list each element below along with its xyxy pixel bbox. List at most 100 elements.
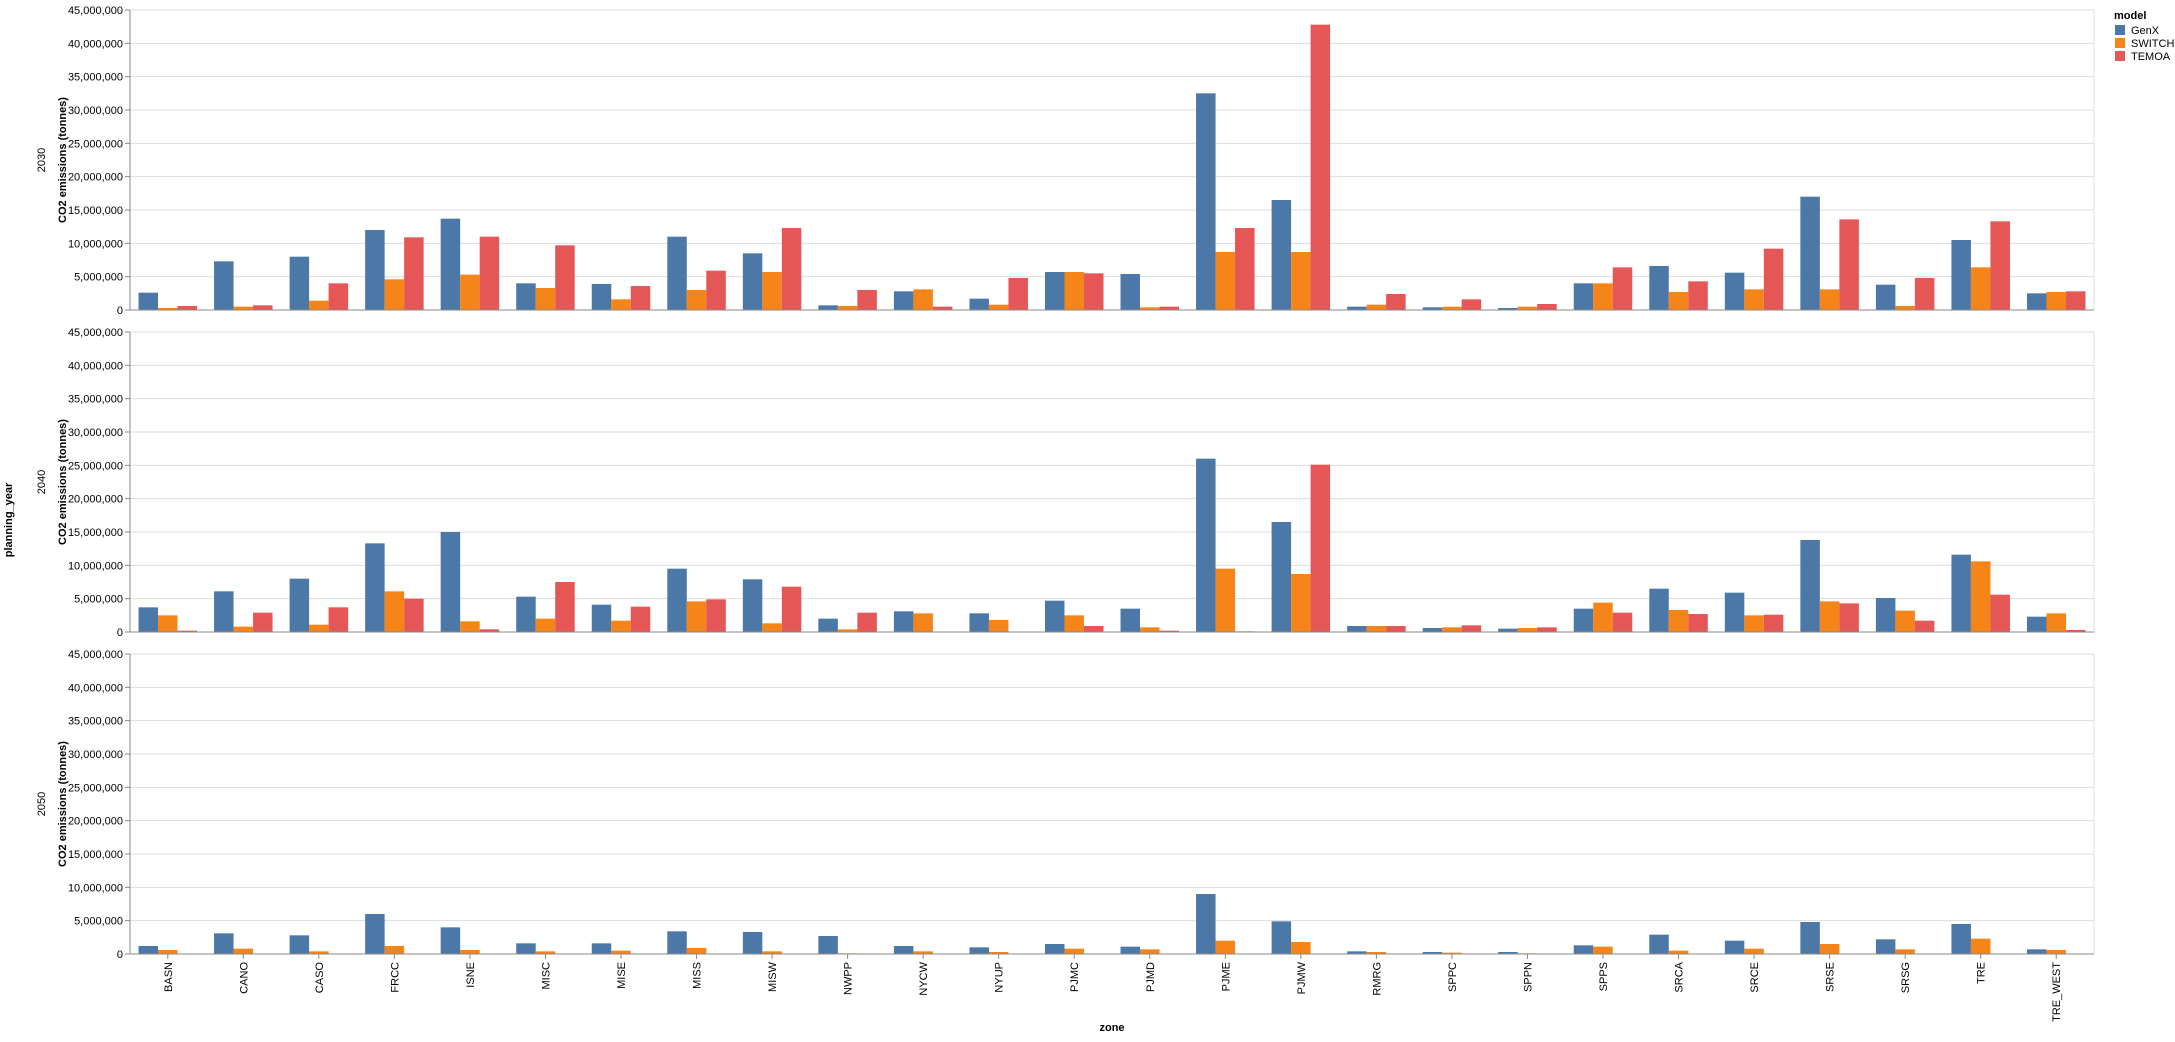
bar-switch-spps-2040 <box>1593 602 1613 632</box>
bar-switch-spps-2030 <box>1593 283 1613 310</box>
bar-switch-tre_west-2030 <box>2046 292 2066 310</box>
bar-switch-mise-2030 <box>611 299 631 310</box>
bar-temoa-miss-2040 <box>706 599 726 632</box>
bar-temoa-misw-2030 <box>781 228 802 310</box>
bar-genx-tre_west-2040 <box>2026 616 2047 632</box>
bar-temoa-pjmc-2040 <box>1083 626 1104 632</box>
x-tick-label-srca: SRCA <box>1674 961 1686 992</box>
bar-genx-sppn-2030 <box>1498 308 1518 310</box>
bar-temoa-cano-2040 <box>253 612 273 632</box>
bar-genx-pjme-2040 <box>1196 458 1216 632</box>
bar-genx-tre-2050 <box>1951 924 1971 954</box>
legend-swatch-switch <box>2115 38 2125 48</box>
bar-switch-cano-2040 <box>233 626 254 632</box>
bar-genx-nycw-2040 <box>893 611 914 632</box>
bar-temoa-pjmd-2040 <box>1159 630 1180 632</box>
bar-switch-tre-2050 <box>1970 938 1991 954</box>
bar-temoa-srsg-2030 <box>1914 278 1935 310</box>
plot-frame <box>129 9 2095 311</box>
bar-temoa-nwpp-2030 <box>857 290 877 310</box>
bar-switch-pjmc-2050 <box>1064 948 1084 954</box>
x-tick-label-sppc: SPPC <box>1447 962 1459 992</box>
y-tick-label: 0 <box>117 627 123 639</box>
bar-switch-mise-2050 <box>611 950 631 954</box>
bar-temoa-frcc-2030 <box>404 237 424 310</box>
bar-switch-caso-2050 <box>309 951 329 954</box>
y-tick-label: 5,000,000 <box>74 916 123 928</box>
bar-switch-srse-2030 <box>1819 289 1840 310</box>
bar-temoa-misc-2040 <box>555 582 575 632</box>
x-tick-label-sppn: SPPN <box>1522 962 1534 992</box>
y-tick-label: 10,000,000 <box>68 882 123 894</box>
bar-genx-srsg-2050 <box>1875 939 1896 954</box>
bar-genx-pjmw-2030 <box>1271 200 1292 310</box>
x-tick-label-tre: TRE <box>1976 962 1988 984</box>
bar-genx-srce-2050 <box>1724 940 1745 954</box>
y-tick-label: 10,000,000 <box>68 560 123 572</box>
bar-genx-srca-2050 <box>1649 934 1669 954</box>
x-tick-label-rmrg: RMRG <box>1371 962 1383 996</box>
bar-switch-srca-2040 <box>1668 610 1689 632</box>
bar-genx-srce-2040 <box>1724 592 1745 632</box>
bar-genx-srca-2040 <box>1649 588 1669 632</box>
bar-genx-isne-2040 <box>440 532 461 632</box>
x-tick-label-misw: MISW <box>767 961 779 992</box>
bar-genx-pjmw-2050 <box>1271 921 1292 954</box>
y-tick-label: 0 <box>117 949 123 961</box>
bar-switch-nwpp-2030 <box>837 306 858 310</box>
bar-temoa-sppc-2040 <box>1461 625 1482 632</box>
bar-temoa-pjmw-2030 <box>1310 24 1331 311</box>
legend-swatch-temoa <box>2115 51 2125 61</box>
bar-temoa-pjme-2030 <box>1235 228 1255 310</box>
bar-temoa-srca-2030 <box>1688 281 1708 310</box>
bar-temoa-frcc-2040 <box>404 598 424 632</box>
bar-genx-cano-2050 <box>214 933 234 954</box>
bar-temoa-srce-2040 <box>1763 614 1784 632</box>
x-tick-label-srce: SRCE <box>1749 962 1761 993</box>
y-tick-label: 35,000,000 <box>68 394 123 406</box>
bar-switch-pjmw-2030 <box>1291 252 1311 310</box>
bar-genx-spps-2050 <box>1573 945 1594 954</box>
bar-genx-pjmc-2050 <box>1044 944 1065 954</box>
bar-temoa-nyup-2030 <box>1008 278 1028 310</box>
bar-temoa-isne-2030 <box>479 236 500 310</box>
bar-temoa-mise-2030 <box>630 286 651 310</box>
bar-genx-rmrg-2030 <box>1347 306 1367 310</box>
bar-temoa-nwpp-2040 <box>857 612 877 632</box>
bar-genx-srse-2040 <box>1800 540 1820 632</box>
x-tick-label-nwpp: NWPP <box>843 962 855 995</box>
bar-switch-srca-2050 <box>1668 950 1689 954</box>
bar-temoa-srca-2040 <box>1688 614 1708 632</box>
bar-temoa-tre_west-2030 <box>2065 291 2086 310</box>
y-tick-label: 30,000,000 <box>68 749 123 761</box>
x-tick-label-pjmd: PJMD <box>1145 962 1157 992</box>
bar-switch-misc-2040 <box>535 618 556 632</box>
bar-temoa-misw-2040 <box>781 586 802 632</box>
bar-switch-nycw-2040 <box>913 613 933 632</box>
bar-switch-frcc-2040 <box>384 591 405 632</box>
bar-genx-isne-2030 <box>440 218 461 310</box>
bar-genx-caso-2040 <box>289 578 310 632</box>
x-tick-label-caso: CASO <box>314 962 326 994</box>
y-tick-label: 25,000,000 <box>68 138 123 150</box>
facet-row-label: 2030 <box>36 148 48 172</box>
x-tick-label-frcc: FRCC <box>389 962 401 993</box>
bar-genx-sppc-2030 <box>1422 307 1443 310</box>
bar-switch-mise-2040 <box>611 620 631 632</box>
bar-genx-mise-2050 <box>591 943 612 954</box>
bar-switch-pjmd-2050 <box>1140 949 1160 954</box>
y-axis-title: CO2 emissions (tonnes) <box>57 97 69 223</box>
bar-genx-nyup-2040 <box>969 613 989 632</box>
bar-temoa-rmrg-2040 <box>1386 626 1406 632</box>
bar-switch-srsg-2030 <box>1895 306 1915 310</box>
bar-switch-isne-2030 <box>460 274 480 310</box>
y-tick-label: 30,000,000 <box>68 427 123 439</box>
y-tick-label: 0 <box>117 305 123 317</box>
bar-genx-miss-2040 <box>667 568 687 632</box>
bar-switch-pjme-2030 <box>1215 252 1236 310</box>
facet-panel-2030: 0 5,000,000 10,000,000 15,000,000 20,000,000… <box>36 5 2095 317</box>
bar-switch-nwpp-2040 <box>837 629 858 632</box>
bar-switch-nycw-2030 <box>913 289 933 310</box>
bar-switch-rmrg-2040 <box>1366 626 1387 632</box>
